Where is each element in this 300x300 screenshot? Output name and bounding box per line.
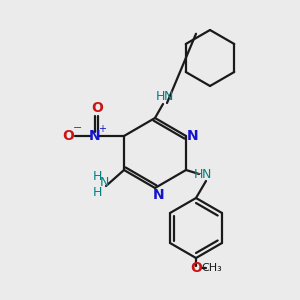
Text: H: H (155, 89, 165, 103)
Text: N: N (89, 129, 101, 143)
Text: H: H (92, 187, 102, 200)
Text: O: O (190, 261, 202, 275)
Text: −: − (73, 123, 83, 133)
Text: N: N (163, 89, 173, 103)
Text: N: N (187, 129, 199, 143)
Text: O: O (91, 101, 103, 115)
Text: CH₃: CH₃ (202, 263, 222, 273)
Text: N: N (99, 176, 109, 190)
Text: N: N (153, 188, 165, 202)
Text: O: O (62, 129, 74, 143)
Text: H: H (193, 169, 203, 182)
Text: N: N (201, 169, 211, 182)
Text: H: H (92, 169, 102, 182)
Text: +: + (98, 124, 106, 134)
